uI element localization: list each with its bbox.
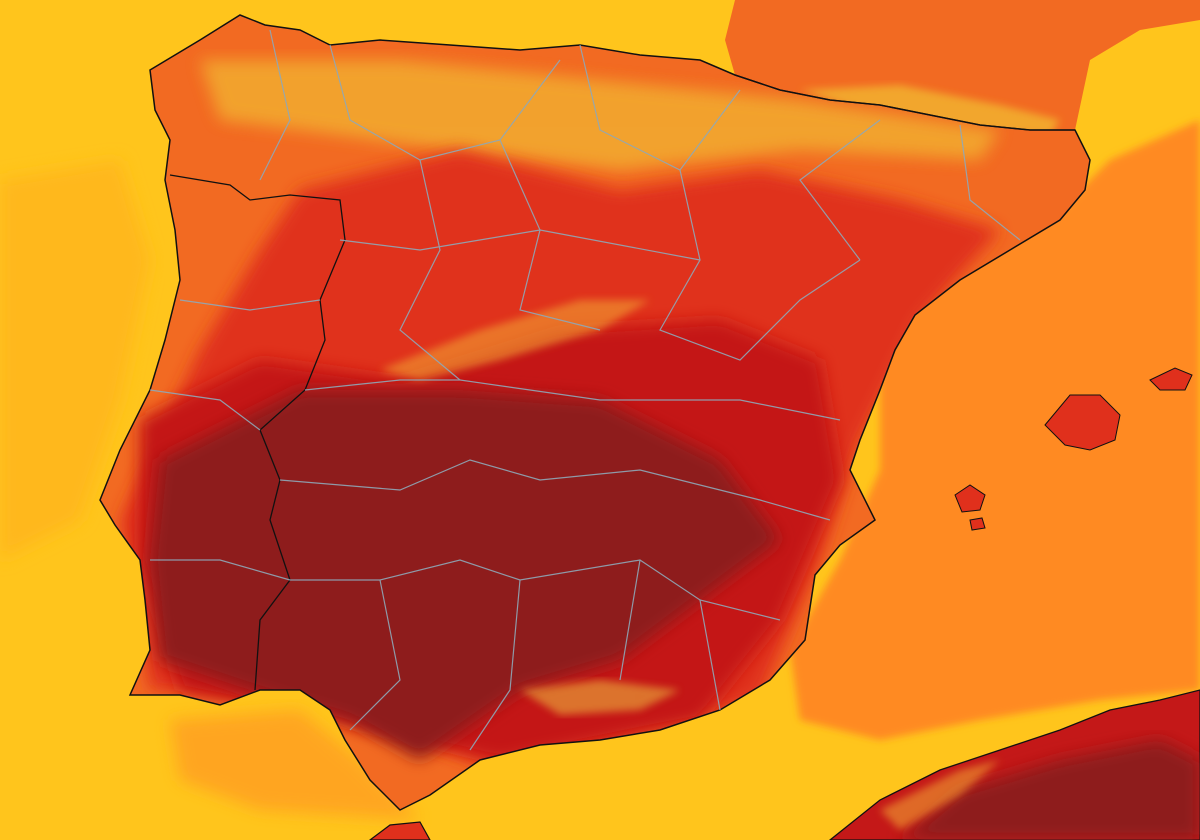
north-highlight [200,60,1000,170]
sea-atlantic-warm-patch [0,160,150,560]
sierra-nevada-highlight [520,680,680,715]
sea-alboran-patch [170,710,420,820]
island-menorca [1149,367,1193,391]
africa-highlight [880,760,1000,830]
island-formentera [969,517,986,531]
border-spain-france [734,74,1075,131]
france-highlight [800,85,1060,135]
island-ibiza [954,484,986,513]
island-mallorca [1044,394,1121,451]
border-portugal-spain [169,174,346,691]
africa-dark [900,740,1200,840]
province-borders [149,29,1021,751]
land-morocco-tip [369,821,431,840]
central-mountains-highlight [380,300,650,380]
